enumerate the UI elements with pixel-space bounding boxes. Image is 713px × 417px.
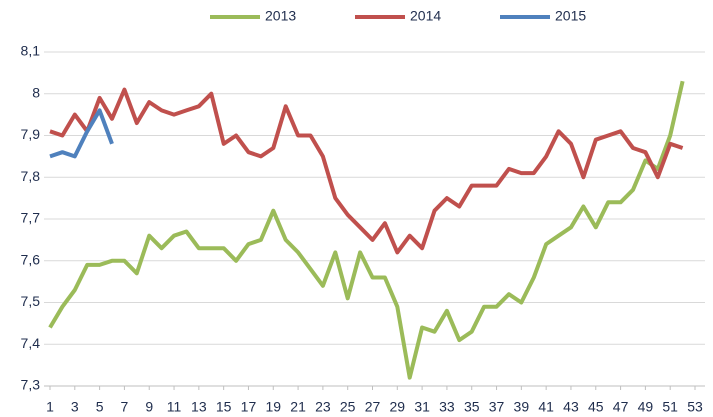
- legend-label: 2015: [555, 8, 586, 24]
- y-tick-label: 7,9: [21, 126, 41, 142]
- y-tick-label: 7,3: [21, 377, 41, 393]
- x-tick-label: 39: [514, 399, 530, 415]
- x-tick-label: 21: [290, 399, 306, 415]
- x-tick-label: 7: [121, 399, 129, 415]
- x-tick-label: 19: [265, 399, 281, 415]
- x-tick-label: 53: [687, 399, 703, 415]
- y-tick-label: 7,6: [21, 251, 41, 267]
- x-tick-label: 51: [662, 399, 678, 415]
- x-tick-label: 27: [365, 399, 381, 415]
- y-tick-label: 8,1: [21, 43, 41, 59]
- x-tick-label: 17: [241, 399, 257, 415]
- legend-label: 2014: [410, 8, 441, 24]
- y-tick-label: 7,8: [21, 168, 41, 184]
- x-tick-label: 47: [613, 399, 629, 415]
- x-tick-label: 41: [538, 399, 554, 415]
- x-tick-label: 33: [439, 399, 455, 415]
- x-tick-label: 13: [191, 399, 207, 415]
- x-tick-label: 29: [390, 399, 406, 415]
- x-tick-label: 11: [167, 399, 182, 415]
- x-tick-label: 15: [216, 399, 232, 415]
- y-tick-label: 7,7: [21, 210, 41, 226]
- legend-label: 2013: [265, 8, 296, 24]
- x-tick-label: 37: [489, 399, 505, 415]
- x-tick-label: 1: [46, 399, 54, 415]
- y-tick-label: 7,4: [21, 335, 41, 351]
- x-tick-label: 9: [145, 399, 153, 415]
- x-tick-label: 35: [464, 399, 480, 415]
- series-line: [49, 108, 114, 159]
- x-tick-label: 31: [414, 399, 430, 415]
- x-tick-label: 45: [588, 399, 604, 415]
- y-tick-label: 8: [32, 84, 40, 100]
- x-tick-label: 5: [96, 399, 104, 415]
- x-tick-label: 43: [563, 399, 579, 415]
- series-line: [49, 87, 684, 255]
- x-tick-label: 49: [638, 399, 654, 415]
- y-tick-label: 7,5: [21, 293, 41, 309]
- x-tick-label: 3: [71, 399, 79, 415]
- series-line: [48, 80, 685, 380]
- x-tick-label: 25: [340, 399, 356, 415]
- x-tick-label: 23: [315, 399, 331, 415]
